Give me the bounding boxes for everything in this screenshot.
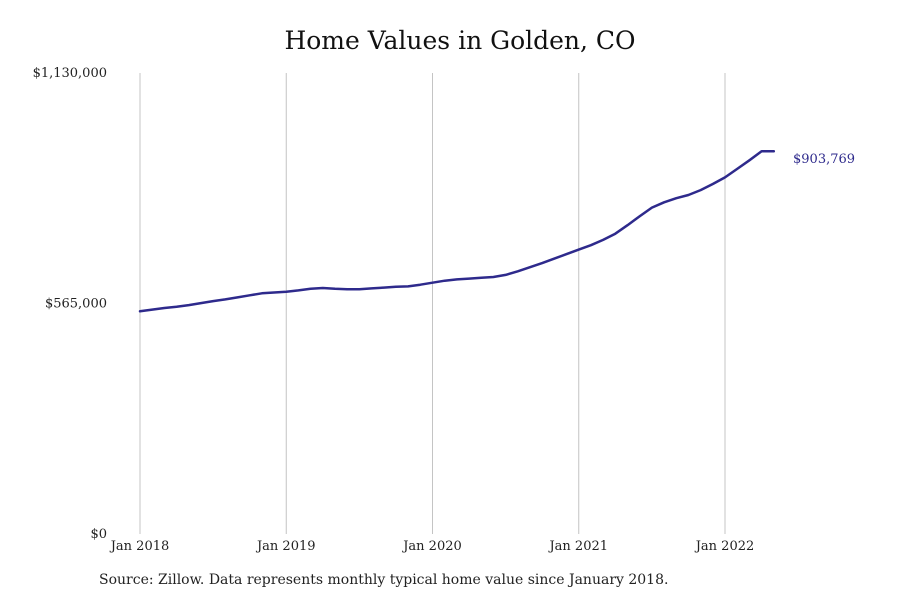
x-tick-label: Jan 2020 <box>401 539 462 554</box>
source-note: Source: Zillow. Data represents monthly … <box>99 572 669 588</box>
series-layer: $903,769 <box>138 150 855 313</box>
series-line <box>138 150 776 313</box>
y-tick-label: $565,000 <box>45 297 107 312</box>
grid-lines <box>139 73 726 534</box>
y-tick-label: $1,130,000 <box>33 66 107 81</box>
x-axis-ticks: Jan 2018 Jan 2019 Jan 2020 Jan 2021 Jan 2022 <box>109 539 755 554</box>
x-tick-label: Jan 2021 <box>547 539 608 554</box>
y-axis-ticks: $0 $565,000 $1,130,000 <box>33 66 107 542</box>
end-value-label: $903,769 <box>793 152 855 167</box>
x-tick-label: Jan 2022 <box>694 539 755 554</box>
x-tick-label: Jan 2019 <box>255 539 316 554</box>
chart-title: Home Values in Golden, CO <box>284 26 636 55</box>
x-tick-label: Jan 2018 <box>109 539 170 554</box>
y-tick-label: $0 <box>90 527 107 542</box>
